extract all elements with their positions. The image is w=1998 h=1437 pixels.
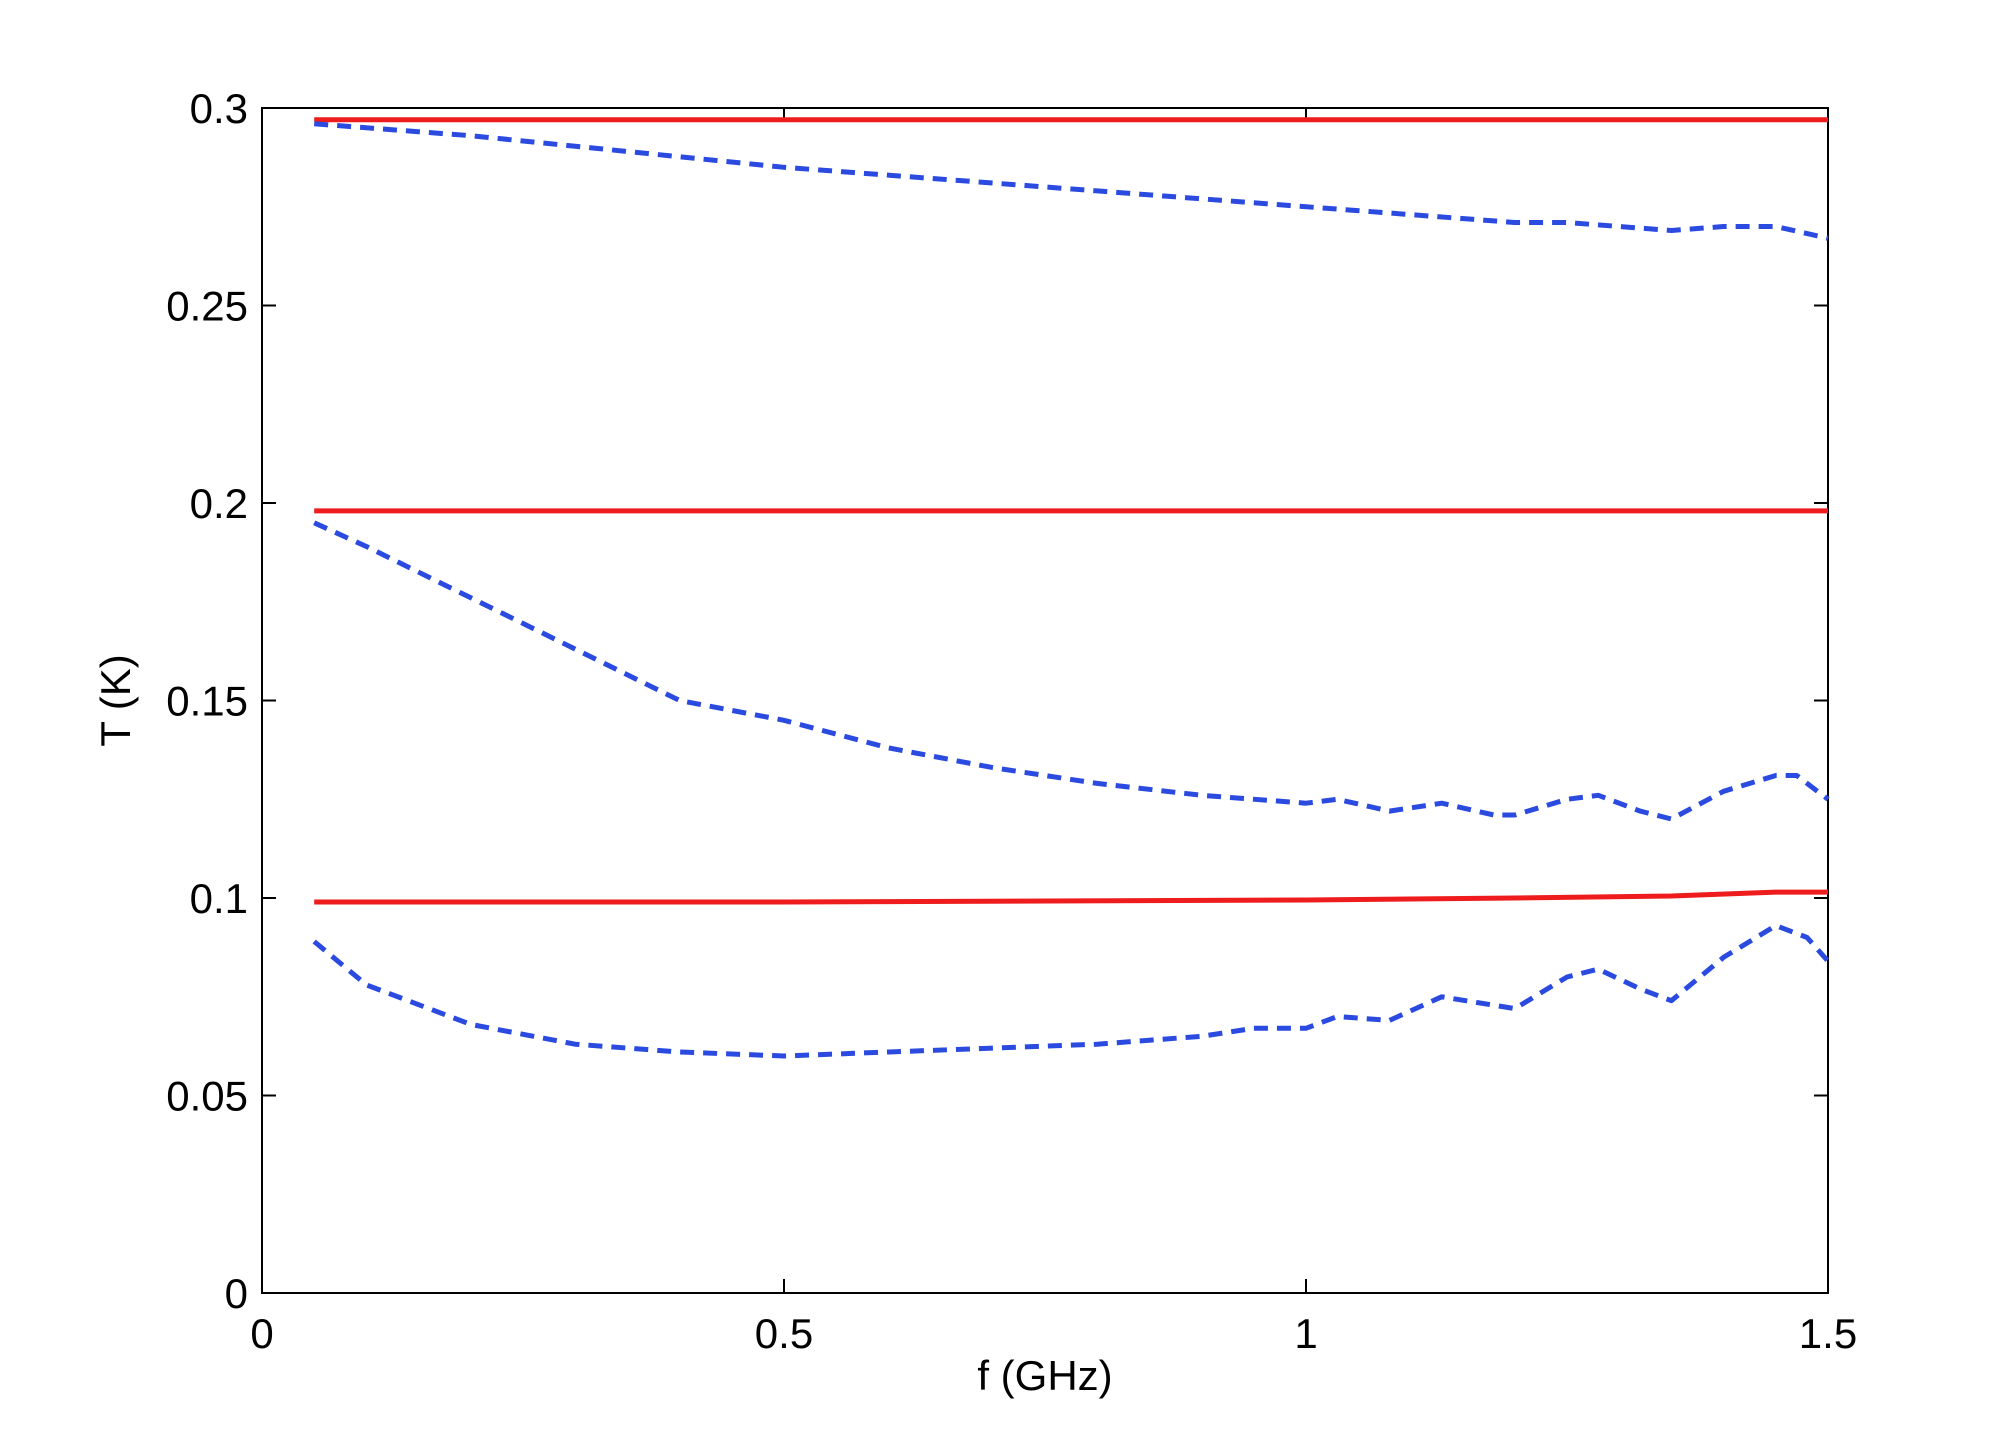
- x-tick-label: 1.5: [1799, 1310, 1857, 1357]
- x-tick-label: 0: [250, 1310, 273, 1357]
- tick-labels: 0 0.5 1 1.5 0 0.05 0.1 0.15 0.2 0.25 0.3: [166, 85, 1857, 1357]
- x-axis-label: f (GHz): [977, 1352, 1112, 1399]
- dashed-series-line-6: [312, 923, 1830, 1059]
- y-tick-label: 0.05: [166, 1073, 248, 1120]
- y-tick-label: 0.2: [190, 480, 248, 527]
- y-tick-label: 0.15: [166, 678, 248, 725]
- plot-area: [261, 107, 1830, 1294]
- solid-series-line-5: [314, 889, 1828, 905]
- dashed-series-line-4: [313, 520, 1830, 822]
- y-axis-label: T (K): [92, 654, 139, 747]
- y-tick-label: 0.3: [190, 85, 248, 132]
- y-tick-label: 0.1: [190, 875, 248, 922]
- y-tick-label: 0.25: [166, 283, 248, 330]
- y-tick-label: 0: [225, 1270, 248, 1317]
- x-tick-label: 0.5: [755, 1310, 813, 1357]
- series-layer: [312, 117, 1830, 1059]
- x-tick-label: 1: [1294, 1310, 1317, 1357]
